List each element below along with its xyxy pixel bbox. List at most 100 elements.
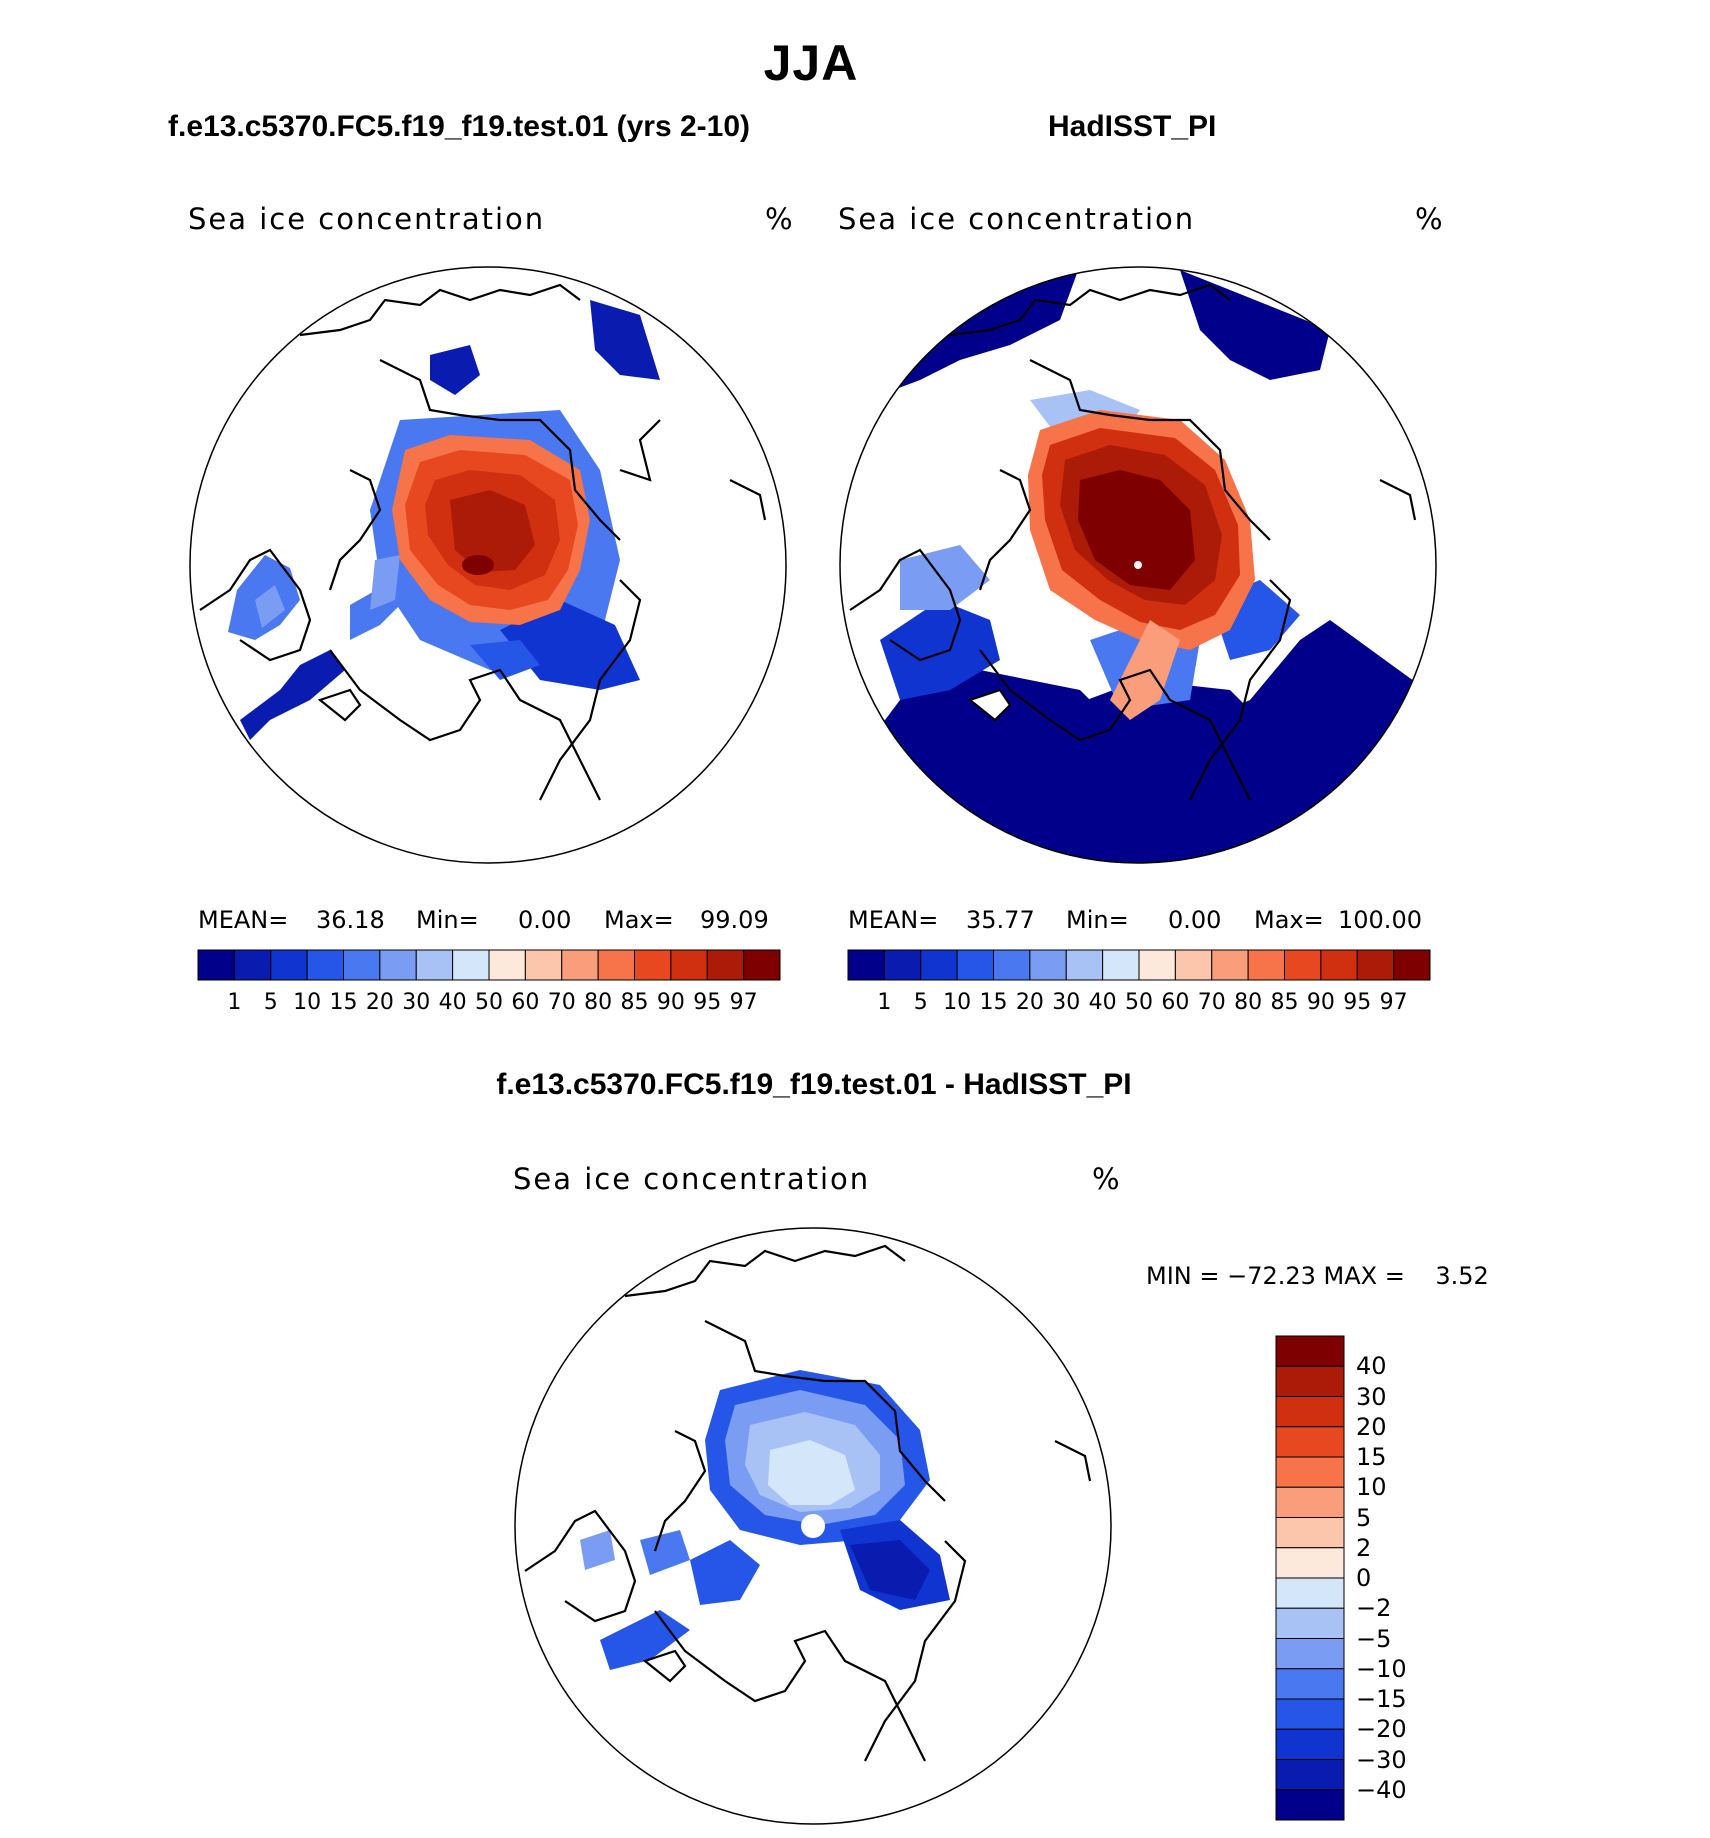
colorbar-obs-swatch [1393,949,1431,981]
colorbar-model-tick-label: 60 [511,990,540,1015]
colorbar-obs-swatch [993,949,1031,981]
colorbar-diff-swatch [1275,1456,1345,1488]
units-label-obs: % [1415,202,1445,236]
stat-min-obs: 0.00 [1168,906,1222,934]
colorbar-diff-tick-label: −40 [1356,1775,1407,1804]
colorbar-obs [847,949,1431,981]
colorbar-model-tick-label: 40 [438,990,467,1015]
colorbar-diff-tick-label: 20 [1356,1412,1387,1441]
colorbar-obs-tick-label: 70 [1197,990,1226,1015]
colorbar-obs-tick-label: 60 [1161,990,1190,1015]
stat-max-model: 99.09 [700,906,769,934]
map-outline-diff [514,1227,1112,1825]
colorbar-diff-swatch [1275,1335,1345,1367]
colorbar-diff-swatch [1275,1668,1345,1700]
colorbar-model-swatch [743,949,781,981]
colorbar-diff-tick-label: −15 [1356,1685,1407,1713]
colorbar-model-swatch [379,949,417,981]
colorbar-diff-swatch [1275,1698,1345,1730]
colorbar-model-swatch [343,949,381,981]
colorbar-diff-swatch [1275,1547,1345,1579]
colorbar-model-tick-label: 90 [656,990,685,1015]
stat-min-label-obs: Min= [1066,906,1129,934]
colorbar-obs-swatch [1138,949,1176,981]
colorbar-obs-swatch [1284,949,1322,981]
colorbar-diff-tick-label: −2 [1356,1594,1392,1623]
colorbar-model-tick-label: 95 [693,990,722,1015]
colorbar-obs-tick-label: 50 [1125,990,1153,1015]
colorbar-diff-swatch [1275,1486,1345,1518]
colorbar-diff-tick-label: 10 [1356,1473,1387,1502]
colorbar-ticks-model: 1 5 10 15 20 30 40 50 60 70 80 85 90 95 97 [198,990,780,1020]
panel-title-obs: HadISST_PI [1048,110,1217,143]
colorbar-ticks-obs: 1 5 10 15 20 30 40 50 60 70 80 85 90 95 97 [848,990,1430,1020]
colorbar-obs-tick-label: 90 [1306,990,1335,1015]
coastlines-obs [849,283,1417,801]
colorbar-diff-tick-label: 0 [1356,1564,1372,1592]
stat-max-label-model: Max= [604,906,674,934]
colorbar-diff-tick-label: 2 [1356,1533,1372,1562]
colorbar-diff-swatch [1275,1759,1345,1791]
colorbar-model-swatch [597,949,635,981]
colorbar-model-swatch [197,949,235,981]
colorbar-obs-tick-label: 97 [1379,990,1408,1015]
colorbar-obs-swatch [1247,949,1285,981]
colorbar-diff-tick-label: 15 [1356,1443,1387,1471]
colorbar-obs-tick-label: 5 [913,990,928,1015]
model-sea-ice-field [228,300,660,740]
colorbar-model-swatch [561,949,599,981]
colorbar-diff-tick-label: −30 [1356,1745,1407,1774]
colorbar-model-swatch [524,949,563,981]
stat-minmax-diff: MIN = −72.23 MAX = 3.52 [1146,1262,1489,1290]
stat-mean-model: 36.18 [316,906,385,934]
colorbar-diff-swatch [1275,1638,1345,1670]
colorbar-model-swatch [706,949,745,981]
colorbar-obs-swatch [1065,949,1104,981]
colorbar-model-tick-label: 15 [329,990,358,1015]
colorbar-model-swatch [306,949,344,981]
colorbar-model [197,949,781,981]
colorbar-diff-swatch [1275,1728,1345,1760]
colorbar-obs-tick-label: 85 [1270,990,1299,1015]
colorbar-diff-tick-label: 40 [1356,1352,1387,1381]
coastlines-model [199,283,767,801]
colorbar-diff-swatch [1275,1789,1345,1821]
stat-max-obs: 100.00 [1338,906,1422,934]
colorbar-obs-swatch [1356,949,1395,981]
colorbar-model-tick-label: 5 [263,990,278,1015]
colorbar-obs-swatch [1029,949,1067,981]
colorbar-diff-tick-label: 30 [1356,1382,1387,1411]
stat-mean-label-obs: MEAN= [848,906,939,934]
stat-mean-obs: 35.77 [966,906,1035,934]
variable-label-obs: Sea ice concentration [838,202,1196,236]
colorbar-obs-swatch [920,949,958,981]
colorbar-ticks-diff: 40 30 20 15 10 5 2 0 −2 −5 −10 −15 −20 −30 −40 [1356,1336,1456,1820]
colorbar-model-swatch [488,949,526,981]
colorbar-obs-tick-label: 30 [1052,990,1081,1015]
colorbar-diff-swatch [1275,1365,1345,1397]
colorbar-diff-swatch [1275,1577,1345,1609]
diff-field [580,1370,950,1670]
colorbar-model-swatch [270,949,308,981]
colorbar-model-tick-label: 50 [475,990,503,1015]
colorbar-obs-tick-label: 20 [1015,990,1044,1015]
colorbar-obs-swatch [847,949,885,981]
bering-strait-ice [430,345,480,395]
colorbar-model-tick-label: 20 [365,990,394,1015]
colorbar-model-tick-label: 70 [547,990,576,1015]
units-label-model: % [765,202,795,236]
panel-title-model: f.e13.c5370.FC5.f19_f19.test.01 (yrs 2-1… [168,110,751,143]
colorbar-model-tick-label: 1 [227,990,242,1015]
map-outline-model [189,266,787,864]
colorbar-diff-swatch [1275,1607,1345,1639]
colorbar-model-tick-label: 30 [402,990,431,1015]
labrador-sea-ice [240,650,345,740]
stat-mean-label-model: MEAN= [198,906,289,934]
colorbar-diff-swatch [1275,1517,1345,1549]
colorbar-diff-swatch [1275,1426,1345,1458]
colorbar-model-tick-label: 97 [729,990,758,1015]
colorbar-diff-tick-label: −10 [1356,1654,1407,1683]
colorbar-model-swatch [670,949,708,981]
colorbar-obs-tick-label: 1 [877,990,892,1015]
